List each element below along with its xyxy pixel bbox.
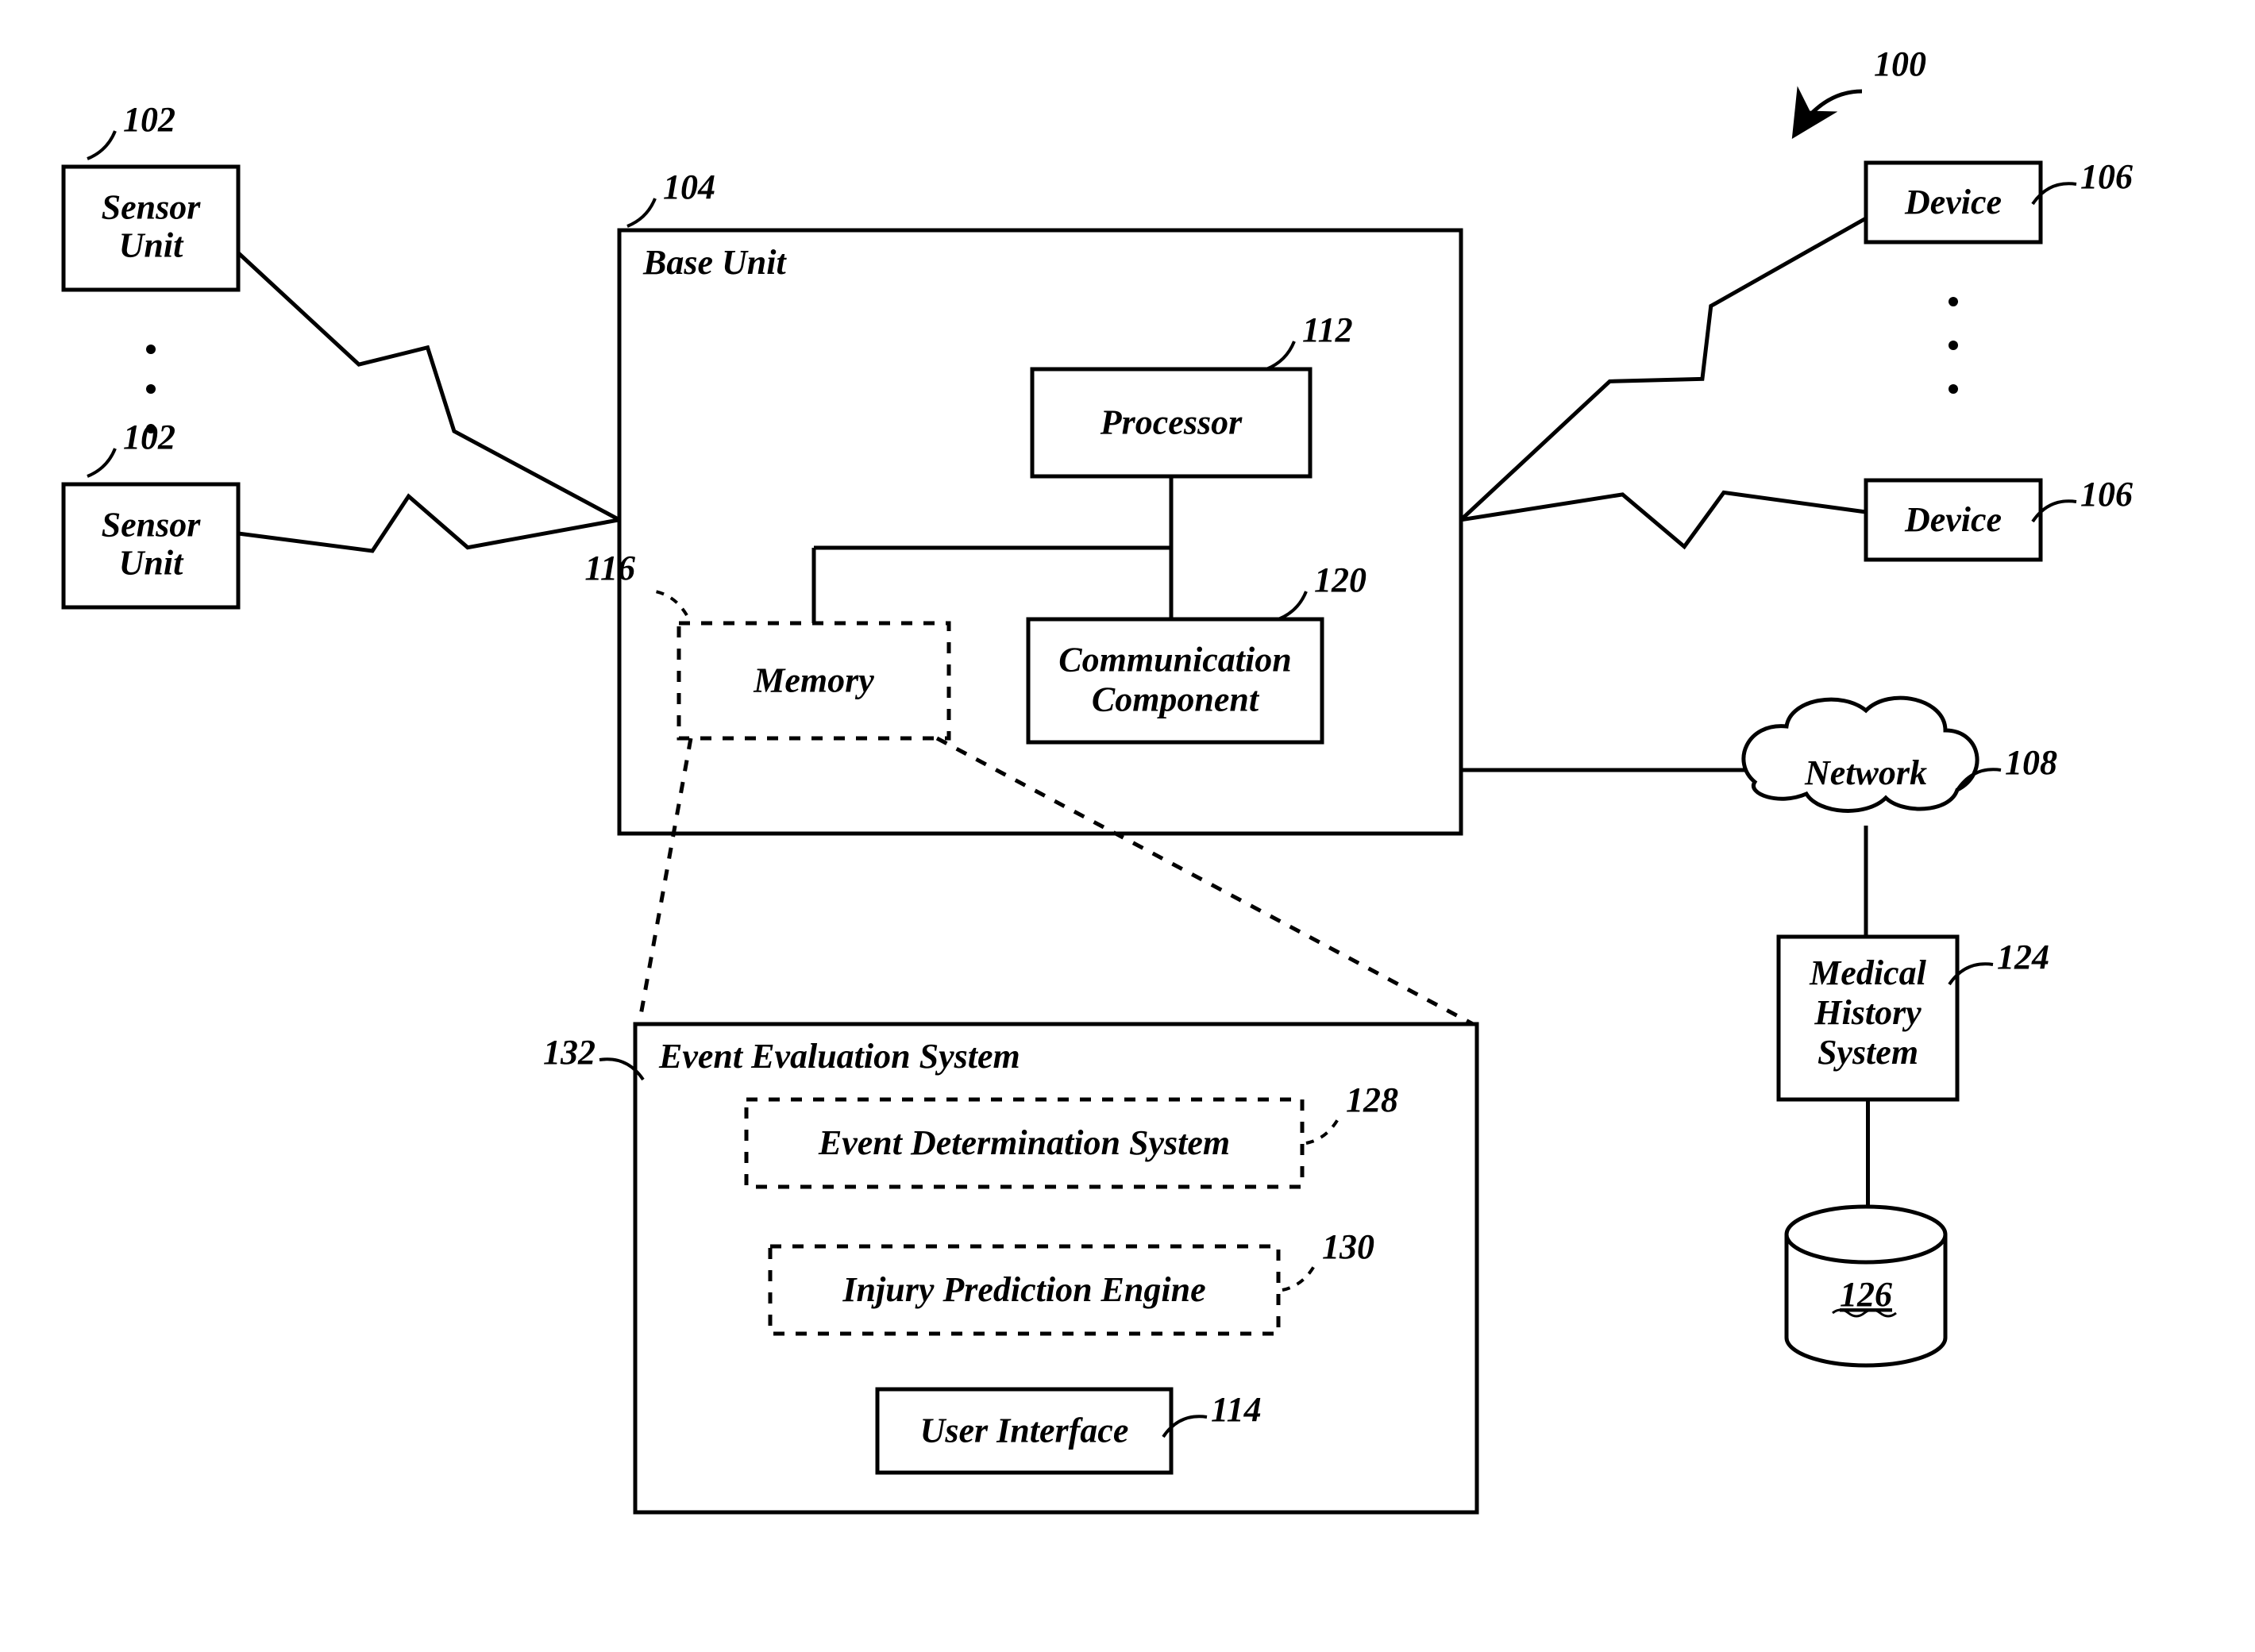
- svg-text:Sensor: Sensor: [102, 506, 202, 545]
- svg-text:Unit: Unit: [119, 544, 184, 583]
- svg-text:User Interface: User Interface: [920, 1411, 1129, 1450]
- svg-text:Sensor: Sensor: [102, 188, 202, 227]
- svg-text:104: 104: [663, 168, 715, 206]
- svg-text:Device: Device: [1904, 500, 2002, 539]
- svg-text:128: 128: [1346, 1080, 1398, 1119]
- svg-text:112: 112: [1302, 310, 1353, 349]
- svg-text:106: 106: [2080, 475, 2133, 514]
- svg-text:Memory: Memory: [753, 661, 874, 700]
- svg-text:Component: Component: [1092, 680, 1260, 719]
- svg-text:116: 116: [584, 549, 635, 587]
- svg-text:System: System: [1817, 1033, 1918, 1072]
- svg-text:120: 120: [1314, 560, 1366, 599]
- svg-text:Device: Device: [1904, 183, 2002, 221]
- svg-text:Processor: Processor: [1100, 403, 1243, 442]
- svg-text:100: 100: [1874, 44, 1926, 83]
- svg-text:Injury Prediction Engine: Injury Prediction Engine: [842, 1270, 1205, 1309]
- svg-text:126: 126: [1840, 1275, 1892, 1314]
- svg-text:Unit: Unit: [119, 226, 184, 265]
- svg-text:132: 132: [543, 1033, 596, 1072]
- svg-text:106: 106: [2080, 157, 2133, 196]
- system-block-diagram: 100SensorUnit102SensorUnit102Device106De…: [0, 0, 2255, 1652]
- svg-text:114: 114: [1211, 1390, 1262, 1429]
- svg-text:Medical: Medical: [1809, 953, 1926, 992]
- svg-text:History: History: [1814, 993, 1922, 1032]
- svg-text:108: 108: [2005, 743, 2057, 782]
- svg-text:Base Unit: Base Unit: [642, 243, 787, 282]
- svg-text:Event Evaluation System: Event Evaluation System: [658, 1037, 1020, 1076]
- svg-text:102: 102: [123, 100, 175, 139]
- svg-text:Event Determination System: Event Determination System: [818, 1123, 1230, 1162]
- svg-text:130: 130: [1322, 1227, 1374, 1266]
- svg-text:102: 102: [123, 418, 175, 456]
- svg-text:Communication: Communication: [1058, 641, 1291, 680]
- svg-text:Network: Network: [1804, 753, 1927, 792]
- svg-text:124: 124: [1997, 938, 2049, 976]
